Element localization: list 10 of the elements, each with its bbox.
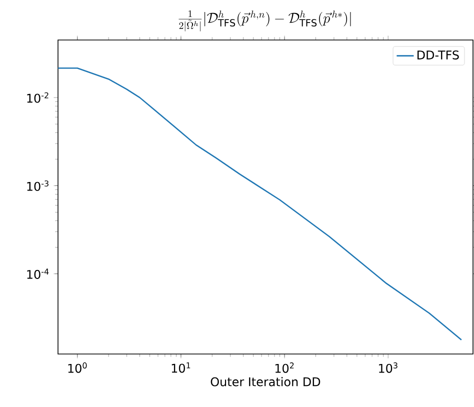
y-tick-label: 10$^{-3}$: [27, 180, 48, 191]
y-tick-label: 10$^{-2}$: [27, 92, 48, 103]
x-tick-label: 10$^{3}$: [379, 362, 398, 373]
legend-label: DD-TFS: [418, 50, 459, 60]
x-tick-label: 10$^{1}$: [172, 362, 190, 373]
x-tick-label: 10$^{0}$: [68, 362, 87, 373]
x-axis-title: Outer Iteration DD: [210, 377, 320, 386]
y-tick-label: 10$^{-4}$: [27, 268, 49, 279]
chart-title: $\frac{1}{2|\tilde{\Omega}^h|}|\mathcal{D}^h_{\mathrm{TFS}}(\vec{p}^{\,h,n}) - \mathcal{D}^h_{\mathrm{TFS}}(\vec{p}^{\,h*})|$: [178, 10, 351, 32]
x-tick-label: 10$^{2}$: [275, 362, 294, 373]
